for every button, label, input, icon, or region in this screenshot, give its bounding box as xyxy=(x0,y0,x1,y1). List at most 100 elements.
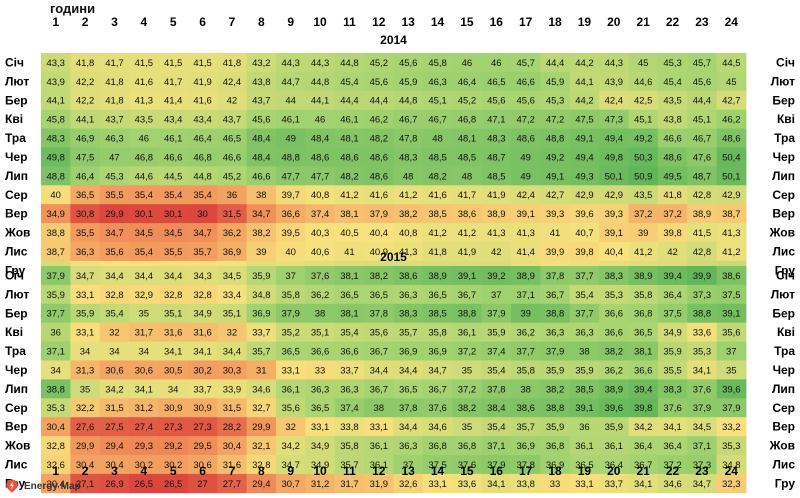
heatmap-cell xyxy=(187,147,218,167)
cell-value: 36,7 xyxy=(634,460,653,471)
heatmap-cell xyxy=(41,417,71,437)
cell-value: 36,1 xyxy=(605,441,624,452)
cell-value: 45 xyxy=(726,77,737,88)
heatmap-cell xyxy=(393,341,424,361)
cell-value: 36,3 xyxy=(340,384,359,395)
heatmap-cell xyxy=(276,473,306,494)
cell-value: 37 xyxy=(285,271,296,282)
cell-value: 36,1 xyxy=(370,441,389,452)
cell-value: 33,7 xyxy=(193,384,212,395)
heatmap-cell xyxy=(422,284,453,305)
cell-value: 30,9 xyxy=(193,403,212,414)
heatmap-cell xyxy=(158,284,189,305)
heatmap-cell xyxy=(657,204,688,224)
cell-value: 48,5 xyxy=(428,152,447,163)
heatmap-cell xyxy=(569,360,600,380)
cell-value: 32,8 xyxy=(46,441,65,452)
heatmap-cell xyxy=(481,398,512,418)
hour-label-3: 3 xyxy=(111,15,118,29)
cell-value: 29,9 xyxy=(252,422,271,433)
cell-value: 35,8 xyxy=(281,290,300,301)
cell-value: 35,3 xyxy=(605,290,624,301)
cell-value: 41 xyxy=(344,247,355,258)
heatmap-cell xyxy=(716,223,747,243)
heatmap-cell xyxy=(187,436,218,456)
cell-value: 37,9 xyxy=(693,403,712,414)
cell-value: 36,5 xyxy=(634,328,653,339)
cell-value: 34,4 xyxy=(223,346,242,357)
heatmap-cell xyxy=(129,398,159,418)
month-label-right: Кві xyxy=(777,112,795,126)
heatmap-cell xyxy=(657,53,688,73)
cell-value: 38,1 xyxy=(340,271,359,282)
cell-value: 48,6 xyxy=(340,152,359,163)
cell-value: 41,7 xyxy=(164,77,183,88)
cell-value: 36,5 xyxy=(76,190,95,201)
heatmap-cell xyxy=(334,242,365,262)
heatmap-cell xyxy=(305,398,336,418)
heatmap-cell xyxy=(217,166,248,186)
heatmap-cell xyxy=(599,185,629,205)
heatmap-cell xyxy=(452,473,483,494)
cell-value: 34,9 xyxy=(311,460,330,471)
heatmap-cell xyxy=(393,266,424,286)
heatmap-cell xyxy=(716,473,747,494)
heatmap-cell xyxy=(334,360,365,380)
heatmap-cell xyxy=(657,109,688,129)
cell-value: 29,4 xyxy=(252,479,271,490)
heatmap-cell xyxy=(716,417,747,437)
heatmap-cell xyxy=(70,360,101,380)
cell-value: 38,9 xyxy=(428,271,447,282)
cell-value: 36 xyxy=(227,190,238,201)
heatmap-cell xyxy=(569,90,600,111)
heatmap-cell xyxy=(217,204,248,224)
heatmap-cell xyxy=(364,417,394,437)
hour-label-9: 9 xyxy=(287,15,294,29)
cell-value: 39,9 xyxy=(546,247,565,258)
heatmap-cell xyxy=(246,284,277,305)
cell-value: 36,3 xyxy=(575,328,594,339)
month-label-left: Жов xyxy=(4,226,30,240)
cell-value: 38,2 xyxy=(252,228,271,239)
cell-value: 34,9 xyxy=(46,209,65,220)
cell-value: 34,1 xyxy=(135,384,154,395)
heatmap-cell xyxy=(452,436,483,456)
cell-value: 46,1 xyxy=(164,133,183,144)
heatmap-cell xyxy=(246,360,277,380)
hour-label-bottom-11: 11 xyxy=(343,464,356,478)
cell-value: 36,8 xyxy=(634,309,653,320)
heatmap-cell xyxy=(187,284,218,305)
heatmap-cell xyxy=(217,455,248,475)
cell-value: 36,1 xyxy=(281,384,300,395)
heatmap-cell xyxy=(569,473,600,494)
heatmap-cell xyxy=(716,242,747,262)
heatmap-cell xyxy=(540,473,571,494)
heatmap-cell xyxy=(41,185,71,205)
cell-value: 44,8 xyxy=(340,58,359,69)
cell-value: 41,6 xyxy=(135,77,154,88)
heatmap-cell xyxy=(569,303,600,324)
cell-value: 35,4 xyxy=(487,365,506,376)
heatmap-cell xyxy=(599,109,629,129)
heatmap-cell xyxy=(187,90,218,111)
cell-value: 50,9 xyxy=(634,171,653,182)
cell-value: 30,7 xyxy=(281,479,300,490)
heatmap-cell xyxy=(569,266,600,286)
heatmap-cell xyxy=(569,379,600,399)
cell-value: 47,7 xyxy=(311,171,330,182)
hour-label-bottom-22: 22 xyxy=(666,464,680,478)
heatmap-cell xyxy=(217,360,248,380)
cell-value: 45,6 xyxy=(252,115,271,126)
heatmap-cell xyxy=(70,266,101,286)
cell-value: 36,3 xyxy=(76,247,95,258)
brand[interactable]: Energy Map xyxy=(5,478,81,494)
month-label-right: Лип xyxy=(772,169,795,183)
heatmap-cell xyxy=(364,185,394,205)
cell-value: 44,2 xyxy=(575,58,594,69)
cell-value: 41,9 xyxy=(458,247,477,258)
hour-label-22: 22 xyxy=(666,15,680,29)
month-label-left: Січ xyxy=(5,268,24,282)
cell-value: 49,8 xyxy=(46,152,65,163)
heatmap-cell xyxy=(305,455,336,475)
cell-value: 46,6 xyxy=(663,133,682,144)
